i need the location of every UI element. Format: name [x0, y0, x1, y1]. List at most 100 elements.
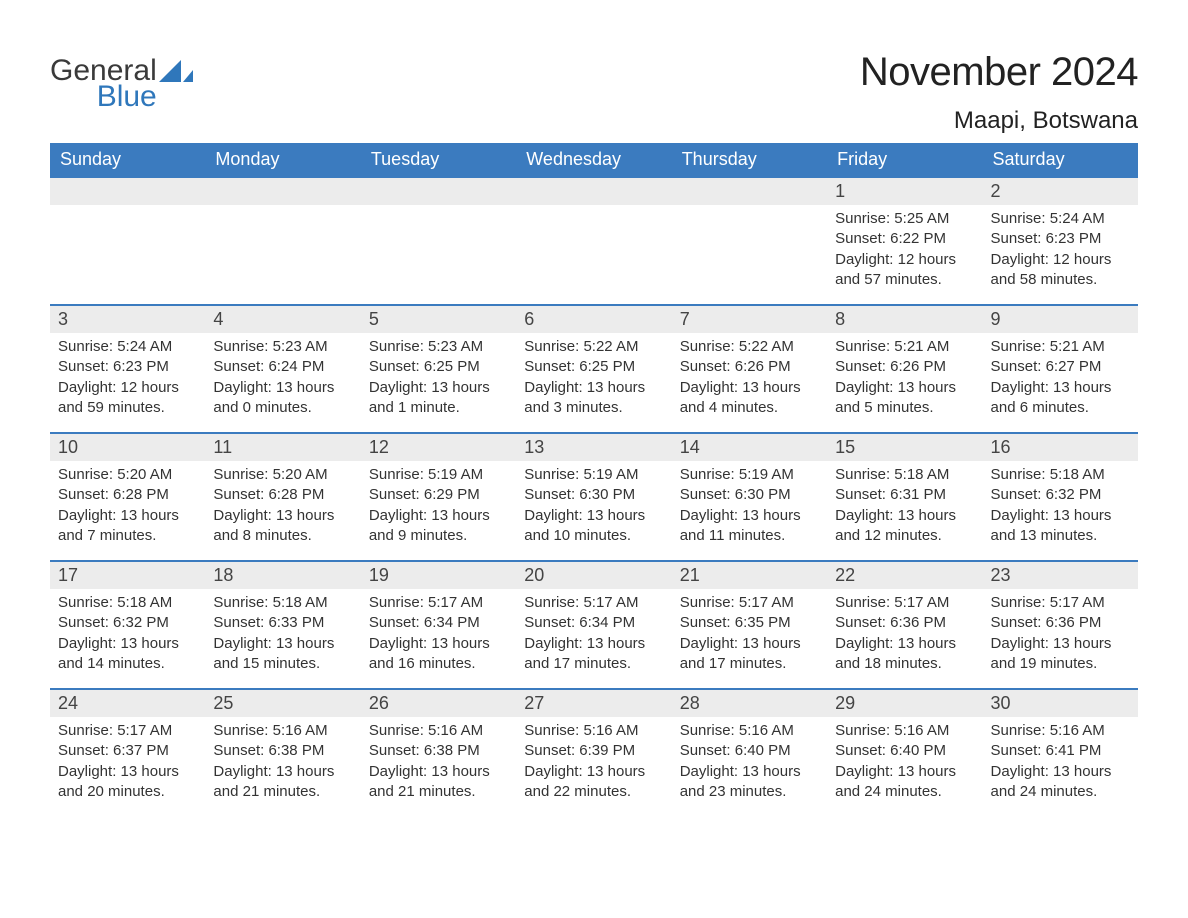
daylight-text: Daylight: 13 hours and 8 minutes. [213, 506, 352, 547]
sunset-text: Sunset: 6:27 PM [991, 357, 1130, 377]
sunrise-text: Sunrise: 5:16 AM [213, 721, 352, 741]
day-number: 10 [50, 434, 205, 461]
sunrise-text: Sunrise: 5:24 AM [58, 337, 197, 357]
day-details: Sunrise: 5:16 AMSunset: 6:40 PMDaylight:… [672, 717, 827, 810]
day-number: 16 [983, 434, 1138, 461]
calendar-week: 1Sunrise: 5:25 AMSunset: 6:22 PMDaylight… [50, 177, 1138, 305]
day-number: 3 [50, 306, 205, 333]
day-number: 7 [672, 306, 827, 333]
calendar-week: 17Sunrise: 5:18 AMSunset: 6:32 PMDayligh… [50, 561, 1138, 689]
calendar-week: 24Sunrise: 5:17 AMSunset: 6:37 PMDayligh… [50, 689, 1138, 817]
calendar-cell: 9Sunrise: 5:21 AMSunset: 6:27 PMDaylight… [983, 305, 1138, 433]
daylight-text: Daylight: 12 hours and 57 minutes. [835, 250, 974, 291]
sunrise-text: Sunrise: 5:16 AM [524, 721, 663, 741]
daylight-text: Daylight: 13 hours and 11 minutes. [680, 506, 819, 547]
day-number: 23 [983, 562, 1138, 589]
daylight-text: Daylight: 13 hours and 20 minutes. [58, 762, 197, 803]
sunrise-text: Sunrise: 5:20 AM [213, 465, 352, 485]
day-details: Sunrise: 5:17 AMSunset: 6:34 PMDaylight:… [516, 589, 671, 682]
sunset-text: Sunset: 6:28 PM [213, 485, 352, 505]
daylight-text: Daylight: 12 hours and 59 minutes. [58, 378, 197, 419]
sunset-text: Sunset: 6:36 PM [835, 613, 974, 633]
day-details: Sunrise: 5:16 AMSunset: 6:38 PMDaylight:… [205, 717, 360, 810]
weekday-header: Wednesday [516, 143, 671, 177]
day-number: 8 [827, 306, 982, 333]
calendar-cell: 14Sunrise: 5:19 AMSunset: 6:30 PMDayligh… [672, 433, 827, 561]
sunrise-text: Sunrise: 5:22 AM [680, 337, 819, 357]
sunrise-text: Sunrise: 5:18 AM [58, 593, 197, 613]
day-number: 20 [516, 562, 671, 589]
calendar-cell: 23Sunrise: 5:17 AMSunset: 6:36 PMDayligh… [983, 561, 1138, 689]
sunrise-text: Sunrise: 5:17 AM [991, 593, 1130, 613]
sunrise-text: Sunrise: 5:17 AM [680, 593, 819, 613]
day-details: Sunrise: 5:16 AMSunset: 6:40 PMDaylight:… [827, 717, 982, 810]
daylight-text: Daylight: 13 hours and 21 minutes. [213, 762, 352, 803]
daylight-text: Daylight: 13 hours and 7 minutes. [58, 506, 197, 547]
sunrise-text: Sunrise: 5:23 AM [213, 337, 352, 357]
day-number: 18 [205, 562, 360, 589]
calendar-cell: 6Sunrise: 5:22 AMSunset: 6:25 PMDaylight… [516, 305, 671, 433]
calendar-cell: 22Sunrise: 5:17 AMSunset: 6:36 PMDayligh… [827, 561, 982, 689]
calendar-cell: 25Sunrise: 5:16 AMSunset: 6:38 PMDayligh… [205, 689, 360, 817]
daylight-text: Daylight: 13 hours and 17 minutes. [680, 634, 819, 675]
daylight-text: Daylight: 13 hours and 24 minutes. [835, 762, 974, 803]
sunset-text: Sunset: 6:34 PM [369, 613, 508, 633]
daylight-text: Daylight: 13 hours and 0 minutes. [213, 378, 352, 419]
sunrise-text: Sunrise: 5:22 AM [524, 337, 663, 357]
calendar-cell: 18Sunrise: 5:18 AMSunset: 6:33 PMDayligh… [205, 561, 360, 689]
daylight-text: Daylight: 13 hours and 14 minutes. [58, 634, 197, 675]
day-number: 24 [50, 690, 205, 717]
day-details: Sunrise: 5:21 AMSunset: 6:26 PMDaylight:… [827, 333, 982, 426]
sunrise-text: Sunrise: 5:17 AM [524, 593, 663, 613]
daylight-text: Daylight: 13 hours and 22 minutes. [524, 762, 663, 803]
sunset-text: Sunset: 6:25 PM [524, 357, 663, 377]
weekday-header: Tuesday [361, 143, 516, 177]
calendar-cell: 2Sunrise: 5:24 AMSunset: 6:23 PMDaylight… [983, 177, 1138, 305]
sunrise-text: Sunrise: 5:18 AM [835, 465, 974, 485]
brand-logo: General Blue [50, 50, 193, 112]
calendar-cell: 4Sunrise: 5:23 AMSunset: 6:24 PMDaylight… [205, 305, 360, 433]
title-block: November 2024 Maapi, Botswana [860, 50, 1138, 135]
sunset-text: Sunset: 6:26 PM [835, 357, 974, 377]
daylight-text: Daylight: 13 hours and 5 minutes. [835, 378, 974, 419]
sunset-text: Sunset: 6:31 PM [835, 485, 974, 505]
day-number: 21 [672, 562, 827, 589]
calendar-cell: 26Sunrise: 5:16 AMSunset: 6:38 PMDayligh… [361, 689, 516, 817]
day-number: 28 [672, 690, 827, 717]
sunset-text: Sunset: 6:35 PM [680, 613, 819, 633]
sunset-text: Sunset: 6:28 PM [58, 485, 197, 505]
calendar-cell: 5Sunrise: 5:23 AMSunset: 6:25 PMDaylight… [361, 305, 516, 433]
brand-word2: Blue [97, 82, 157, 112]
sunset-text: Sunset: 6:30 PM [524, 485, 663, 505]
empty-day [361, 178, 516, 205]
day-number: 26 [361, 690, 516, 717]
day-details: Sunrise: 5:17 AMSunset: 6:34 PMDaylight:… [361, 589, 516, 682]
sunrise-text: Sunrise: 5:19 AM [680, 465, 819, 485]
calendar-cell: 1Sunrise: 5:25 AMSunset: 6:22 PMDaylight… [827, 177, 982, 305]
daylight-text: Daylight: 13 hours and 3 minutes. [524, 378, 663, 419]
daylight-text: Daylight: 13 hours and 1 minute. [369, 378, 508, 419]
sunrise-text: Sunrise: 5:25 AM [835, 209, 974, 229]
calendar-cell: 7Sunrise: 5:22 AMSunset: 6:26 PMDaylight… [672, 305, 827, 433]
day-details: Sunrise: 5:18 AMSunset: 6:32 PMDaylight:… [983, 461, 1138, 554]
empty-day [516, 178, 671, 205]
calendar-cell [672, 177, 827, 305]
day-details: Sunrise: 5:24 AMSunset: 6:23 PMDaylight:… [983, 205, 1138, 298]
calendar-cell [205, 177, 360, 305]
calendar-cell: 28Sunrise: 5:16 AMSunset: 6:40 PMDayligh… [672, 689, 827, 817]
calendar-cell: 13Sunrise: 5:19 AMSunset: 6:30 PMDayligh… [516, 433, 671, 561]
day-details: Sunrise: 5:16 AMSunset: 6:38 PMDaylight:… [361, 717, 516, 810]
calendar-cell: 19Sunrise: 5:17 AMSunset: 6:34 PMDayligh… [361, 561, 516, 689]
sunrise-text: Sunrise: 5:16 AM [835, 721, 974, 741]
day-details: Sunrise: 5:22 AMSunset: 6:25 PMDaylight:… [516, 333, 671, 426]
calendar-table: SundayMondayTuesdayWednesdayThursdayFrid… [50, 143, 1138, 817]
sunset-text: Sunset: 6:29 PM [369, 485, 508, 505]
daylight-text: Daylight: 13 hours and 21 minutes. [369, 762, 508, 803]
daylight-text: Daylight: 13 hours and 16 minutes. [369, 634, 508, 675]
calendar-cell: 11Sunrise: 5:20 AMSunset: 6:28 PMDayligh… [205, 433, 360, 561]
daylight-text: Daylight: 13 hours and 9 minutes. [369, 506, 508, 547]
sunrise-text: Sunrise: 5:19 AM [369, 465, 508, 485]
calendar-cell [361, 177, 516, 305]
day-details: Sunrise: 5:25 AMSunset: 6:22 PMDaylight:… [827, 205, 982, 298]
day-details: Sunrise: 5:16 AMSunset: 6:39 PMDaylight:… [516, 717, 671, 810]
